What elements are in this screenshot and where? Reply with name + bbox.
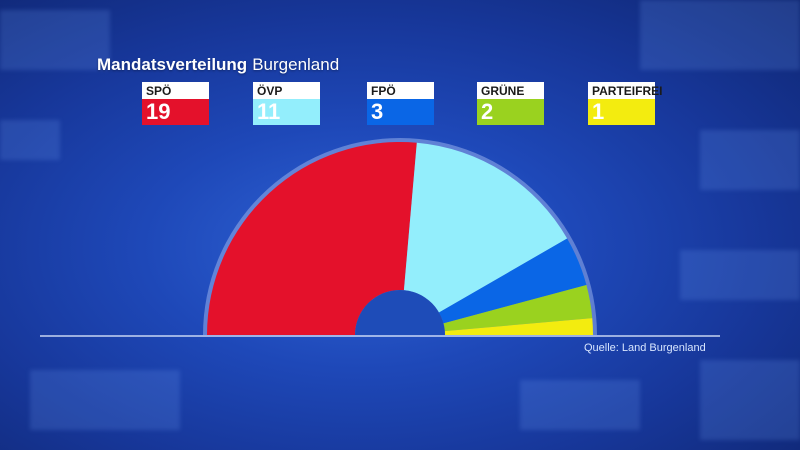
slice-oevp	[403, 142, 568, 313]
legend-seat-count: 1	[588, 99, 655, 125]
title-main: Mandatsverteilung	[97, 55, 248, 74]
legend-seat-count: 2	[477, 99, 544, 125]
slice-fpoe	[438, 238, 587, 324]
legend-party-name: GRÜNE	[477, 82, 544, 99]
legend-item: ÖVP 11	[253, 82, 320, 125]
legend-party-name: ÖVP	[253, 82, 320, 99]
legend-item: FPÖ 3	[367, 82, 434, 125]
slice-spoe	[207, 142, 417, 335]
legend-item: GRÜNE 2	[477, 82, 544, 125]
legend-seat-count: 3	[367, 99, 434, 125]
slice-parteifrei	[444, 318, 593, 335]
source-note: Quelle: Land Burgenland	[584, 342, 706, 354]
legend-seat-count: 19	[142, 99, 209, 125]
legend-party-name: FPÖ	[367, 82, 434, 99]
chart-center-hole	[355, 290, 445, 335]
legend-party-name: PARTEIFREI	[588, 82, 662, 99]
title-region: Burgenland	[252, 55, 340, 74]
slice-gruene	[443, 285, 593, 332]
chart-title: Mandatsverteilung Burgenland	[97, 55, 339, 75]
legend-item: PARTEIFREI 1	[588, 82, 662, 125]
legend-item: SPÖ 19	[142, 82, 209, 125]
legend-seat-count: 11	[253, 99, 320, 125]
legend-party-name: SPÖ	[142, 82, 209, 99]
